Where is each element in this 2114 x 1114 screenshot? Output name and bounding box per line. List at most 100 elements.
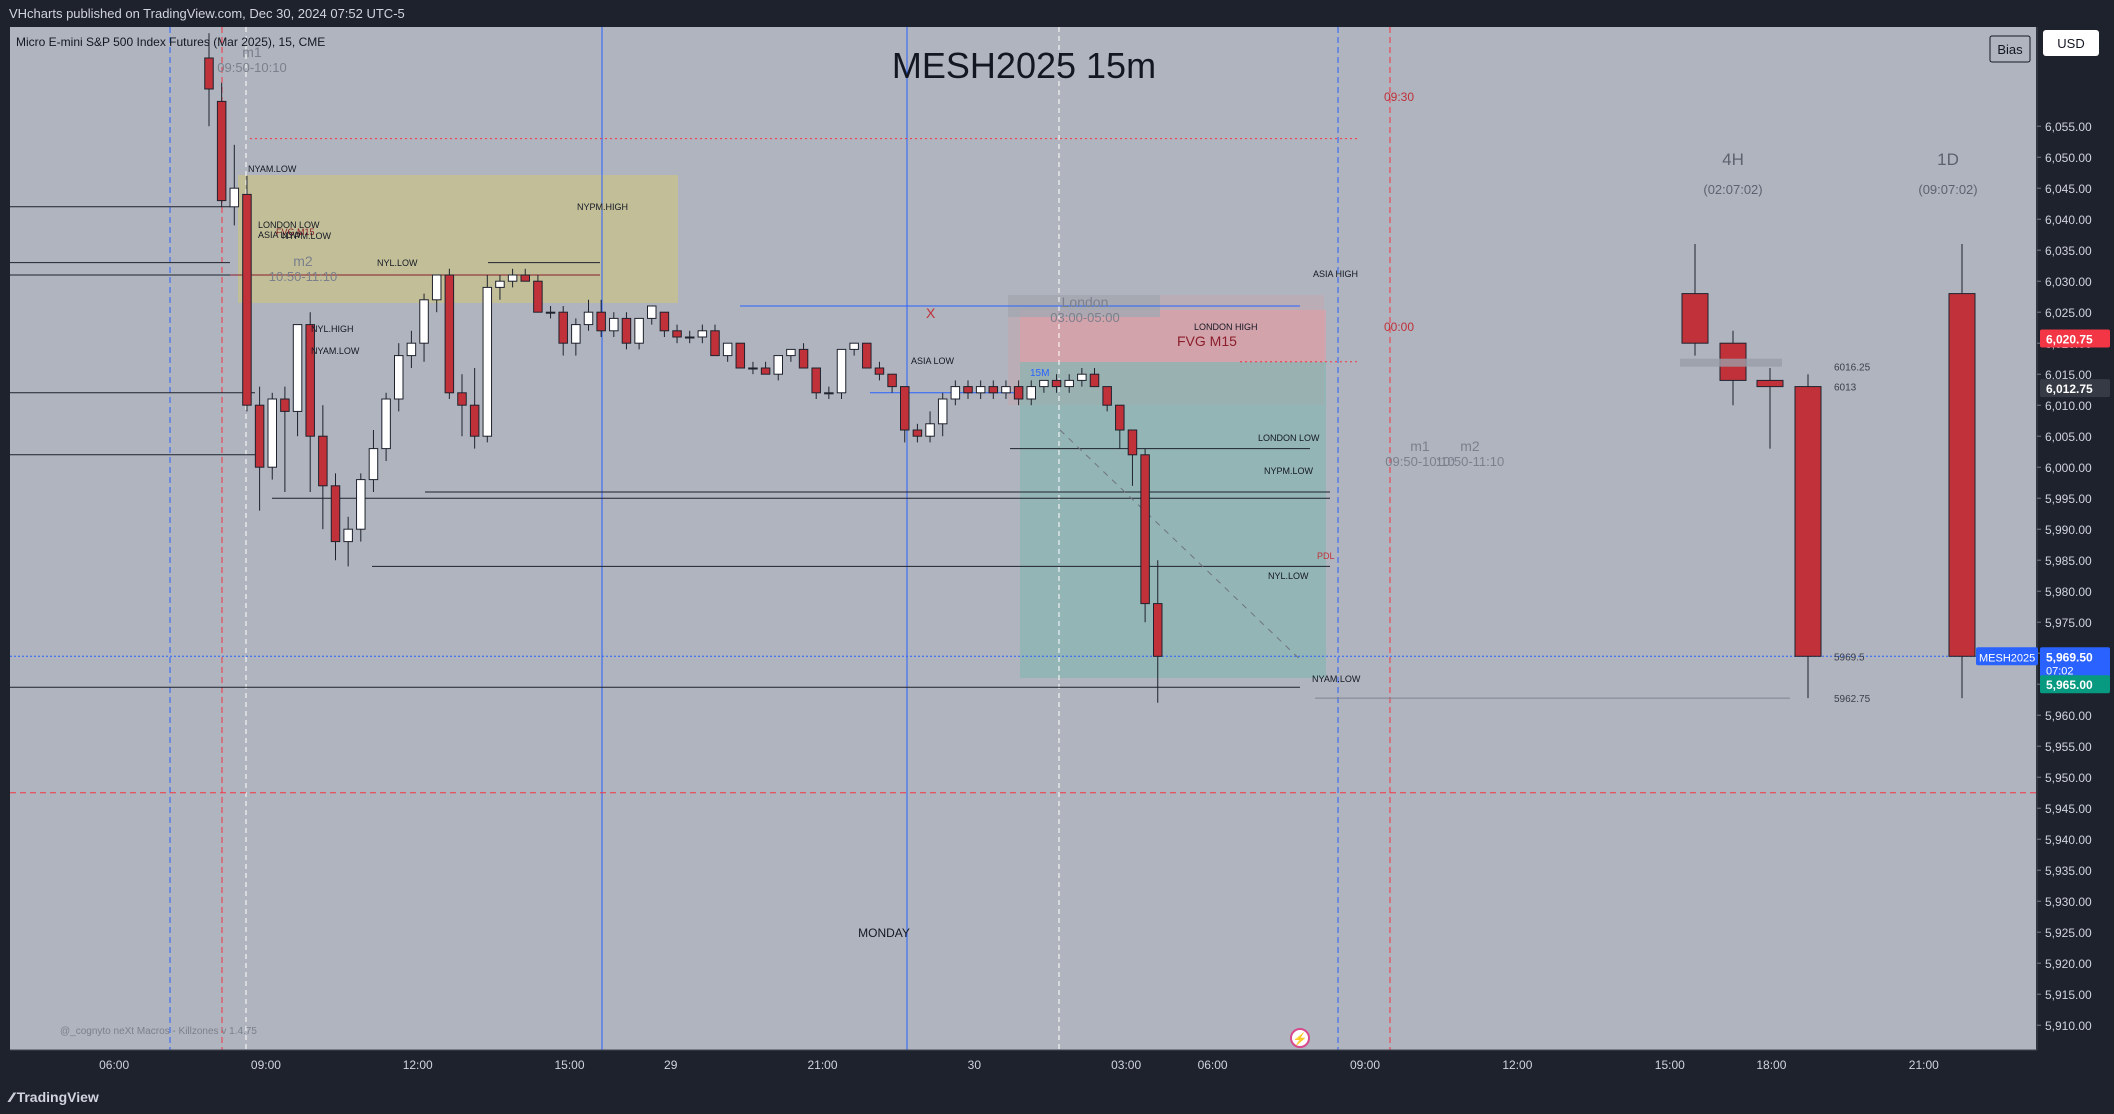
footer-bar: ⁄⁄ TradingView — [0, 1080, 2114, 1114]
price-tick-label: 6,005.00 — [2045, 430, 2092, 444]
target-zone — [1020, 362, 1326, 678]
candle — [406, 342, 417, 357]
candle — [292, 324, 303, 412]
level-label: NYL.LOW — [377, 258, 418, 268]
time-tick-label: 09:00 — [251, 1058, 281, 1072]
candle — [659, 311, 670, 332]
session-label: m2 — [293, 253, 313, 269]
price-badge — [2040, 647, 2110, 678]
time-tick-label: 03:00 — [1111, 1058, 1141, 1072]
chart-title: MESH2025 15m — [892, 45, 1156, 86]
candle — [242, 193, 252, 406]
candle — [925, 423, 935, 437]
candle — [975, 386, 986, 394]
candle — [621, 317, 632, 344]
candle — [748, 367, 758, 370]
candle — [672, 330, 682, 338]
level-label: ASIA LOW — [258, 230, 302, 240]
candle — [684, 336, 695, 339]
price-badge-label: 5,965.00 — [2046, 678, 2093, 692]
candle — [786, 348, 796, 357]
candle — [647, 305, 657, 319]
candle — [571, 324, 581, 344]
price-tick-label: 6,015.00 — [2045, 368, 2092, 382]
price-tick-label: 5,920.00 — [2045, 957, 2092, 971]
tv-logo-icon: ⁄⁄ — [10, 1089, 14, 1105]
candle — [1001, 386, 1011, 394]
level-label: NYAM.LOW — [248, 164, 297, 174]
htf-level-label: 5962.75 — [1834, 694, 1871, 705]
price-badge — [2040, 329, 2110, 348]
candle — [710, 330, 720, 357]
candle — [760, 367, 771, 375]
price-tick-label: 6,040.00 — [2045, 213, 2092, 227]
publish-bar: VHcharts published on TradingView.com, D… — [0, 0, 2114, 27]
price-badge-label: 6,012.75 — [2046, 382, 2093, 396]
level-label: NYL.LOW — [1268, 571, 1309, 581]
price-tick-label: 5,935.00 — [2045, 864, 2092, 878]
candle — [735, 342, 746, 369]
level-label: 15M — [1030, 368, 1049, 379]
candle — [1115, 404, 1125, 431]
candle — [305, 324, 315, 437]
session-time: 10:50-11:10 — [1436, 454, 1504, 469]
level-label: X — [926, 305, 936, 321]
replay-icon-glyph: ⚡ — [1293, 1032, 1308, 1046]
candle — [558, 311, 568, 344]
price-tick-label: 6,010.00 — [2045, 399, 2092, 413]
price-badge-label: 6,020.75 — [2046, 333, 2093, 347]
candle — [457, 392, 467, 406]
price-tick-label: 6,045.00 — [2045, 182, 2092, 196]
candle — [937, 398, 948, 425]
published-text: VHcharts published on TradingView.com, D… — [9, 6, 405, 21]
htf-1d-timer: (09:07:02) — [1918, 182, 1977, 197]
tradingview-logo[interactable]: ⁄⁄ TradingView — [10, 1089, 99, 1105]
session-label: m1 — [1410, 438, 1430, 454]
price-tick-label: 5,995.00 — [2045, 492, 2092, 506]
level-label: MONDAY — [858, 926, 910, 940]
time-tick-label: 15:00 — [1655, 1058, 1685, 1072]
htf-4h-candle — [1794, 386, 1822, 657]
candle — [1089, 373, 1100, 388]
symbol-tag-label: MESH2025 — [1979, 652, 2035, 664]
candle — [1039, 379, 1049, 388]
price-tick-label: 5,925.00 — [2045, 926, 2092, 940]
price-tick-label: 5,910.00 — [2045, 1019, 2092, 1033]
level-label: FVG M15 — [1177, 333, 1237, 349]
level-label: NYL.HIGH — [311, 324, 354, 334]
candle — [431, 274, 442, 301]
session-label: London — [1062, 294, 1109, 310]
symbol-tag — [1976, 647, 2038, 666]
price-tick-label: 5,915.00 — [2045, 988, 2092, 1002]
price-tick-label: 6,025.00 — [2045, 306, 2092, 320]
replay-icon — [1290, 1028, 1310, 1048]
projection-line — [1059, 429, 1301, 660]
price-tick-label: 5,975.00 — [2045, 616, 2092, 630]
level-label: FVG M15 — [276, 227, 315, 237]
price-tick-label: 6,030.00 — [2045, 275, 2092, 289]
candle — [887, 373, 897, 388]
candle — [533, 280, 543, 313]
candle — [1013, 386, 1024, 400]
level-label: LONDON LOW — [258, 220, 320, 230]
level-label: LONDON LOW — [1258, 433, 1320, 443]
htf-1d-title: 1D — [1937, 150, 1959, 169]
candle — [950, 386, 961, 400]
price-tick-label: 5,960.00 — [2045, 709, 2092, 723]
time-tick-label: 12:00 — [1502, 1058, 1532, 1072]
price-badge-timer: 07:02 — [2046, 665, 2074, 677]
level-label: PDL — [1317, 551, 1335, 561]
price-axis — [2037, 27, 2114, 1080]
price-tick-label: 5,985.00 — [2045, 554, 2092, 568]
candle — [773, 355, 783, 375]
candle — [596, 311, 606, 332]
candle — [634, 317, 644, 344]
time-tick-label: 30 — [968, 1058, 982, 1072]
candle — [1026, 386, 1036, 400]
currency-button — [2043, 30, 2099, 56]
fvg-zone-1 — [238, 175, 678, 303]
htf-gap-box — [1680, 358, 1782, 367]
level-label: NYPM.HIGH — [577, 202, 628, 212]
price-tick-label: 5,940.00 — [2045, 833, 2092, 847]
